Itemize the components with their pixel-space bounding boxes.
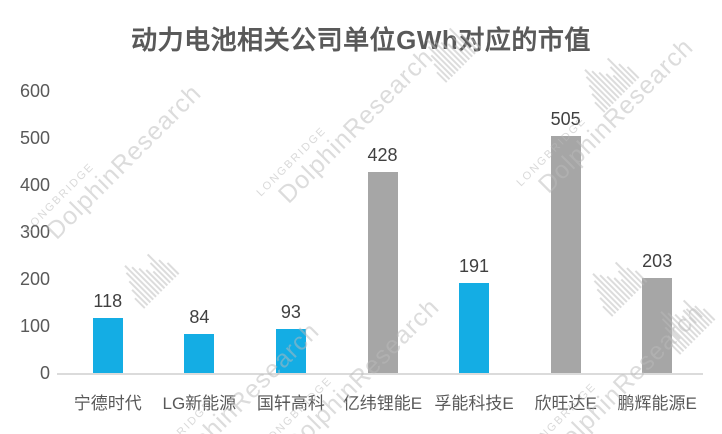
y-tick-label: 0 [39, 363, 50, 383]
watermark-brand-large: DolphinResearch [40, 78, 207, 245]
bar [550, 135, 581, 373]
value-label: 428 [367, 144, 398, 165]
category-label: 鹏辉能源E [617, 394, 697, 413]
y-tick-label: 400 [19, 175, 50, 195]
y-tick-label: 200 [19, 269, 50, 289]
category-label: LG新能源 [162, 394, 237, 413]
bar [459, 283, 490, 373]
value-label: 203 [642, 250, 673, 271]
watermark-brand-large: DolphinResearch [272, 42, 439, 209]
value-label: 118 [93, 290, 123, 311]
y-tick-label: 300 [19, 222, 50, 242]
category-label: 亿纬锂能E [342, 394, 423, 413]
bar [642, 277, 673, 373]
value-label: 93 [280, 302, 301, 323]
chart-title: 动力电池相关公司单位GWh对应的市值 [131, 25, 591, 55]
bar [184, 333, 215, 373]
category-label: 国轩高科 [256, 394, 325, 413]
value-label: 505 [550, 108, 581, 129]
y-tick-label: 600 [19, 81, 50, 101]
bar [367, 171, 398, 373]
category-label: 宁德时代 [73, 394, 142, 413]
value-label: 84 [189, 306, 210, 327]
bar [92, 317, 123, 373]
x-axis-line [57, 373, 703, 375]
category-label: 欣旺达E [534, 394, 597, 413]
value-label: 191 [459, 256, 490, 277]
y-tick-label: 500 [19, 128, 50, 148]
category-label: 孚能科技E [434, 394, 514, 413]
bar [275, 329, 306, 373]
y-tick-label: 100 [19, 316, 50, 336]
